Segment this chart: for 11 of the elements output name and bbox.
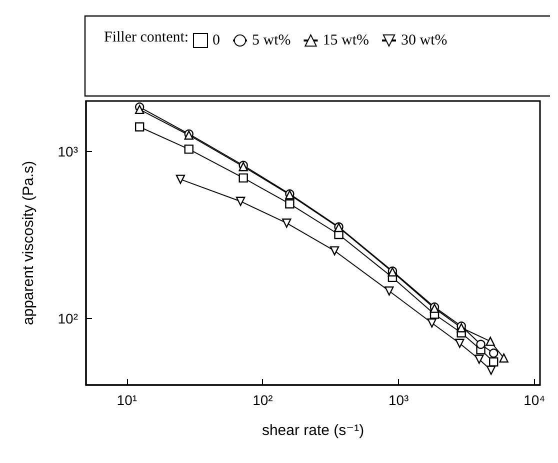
- x-tick-label: 10¹: [116, 392, 138, 408]
- legend-label: 0: [212, 32, 220, 48]
- y-axis-title: apparent viscosity (Pa.s): [20, 160, 37, 326]
- legend-title: Filler content:: [104, 30, 189, 46]
- x-tick-label: 10²: [252, 392, 274, 408]
- x-tick-label: 10³: [388, 392, 410, 408]
- legend-label: 5 wt%: [252, 32, 291, 48]
- legend-label: 15 wt%: [322, 32, 369, 48]
- x-tick-label: 10⁴: [524, 392, 546, 408]
- legend-label: 30 wt%: [400, 32, 448, 48]
- x-axis-title: shear rate (s⁻¹): [262, 422, 364, 439]
